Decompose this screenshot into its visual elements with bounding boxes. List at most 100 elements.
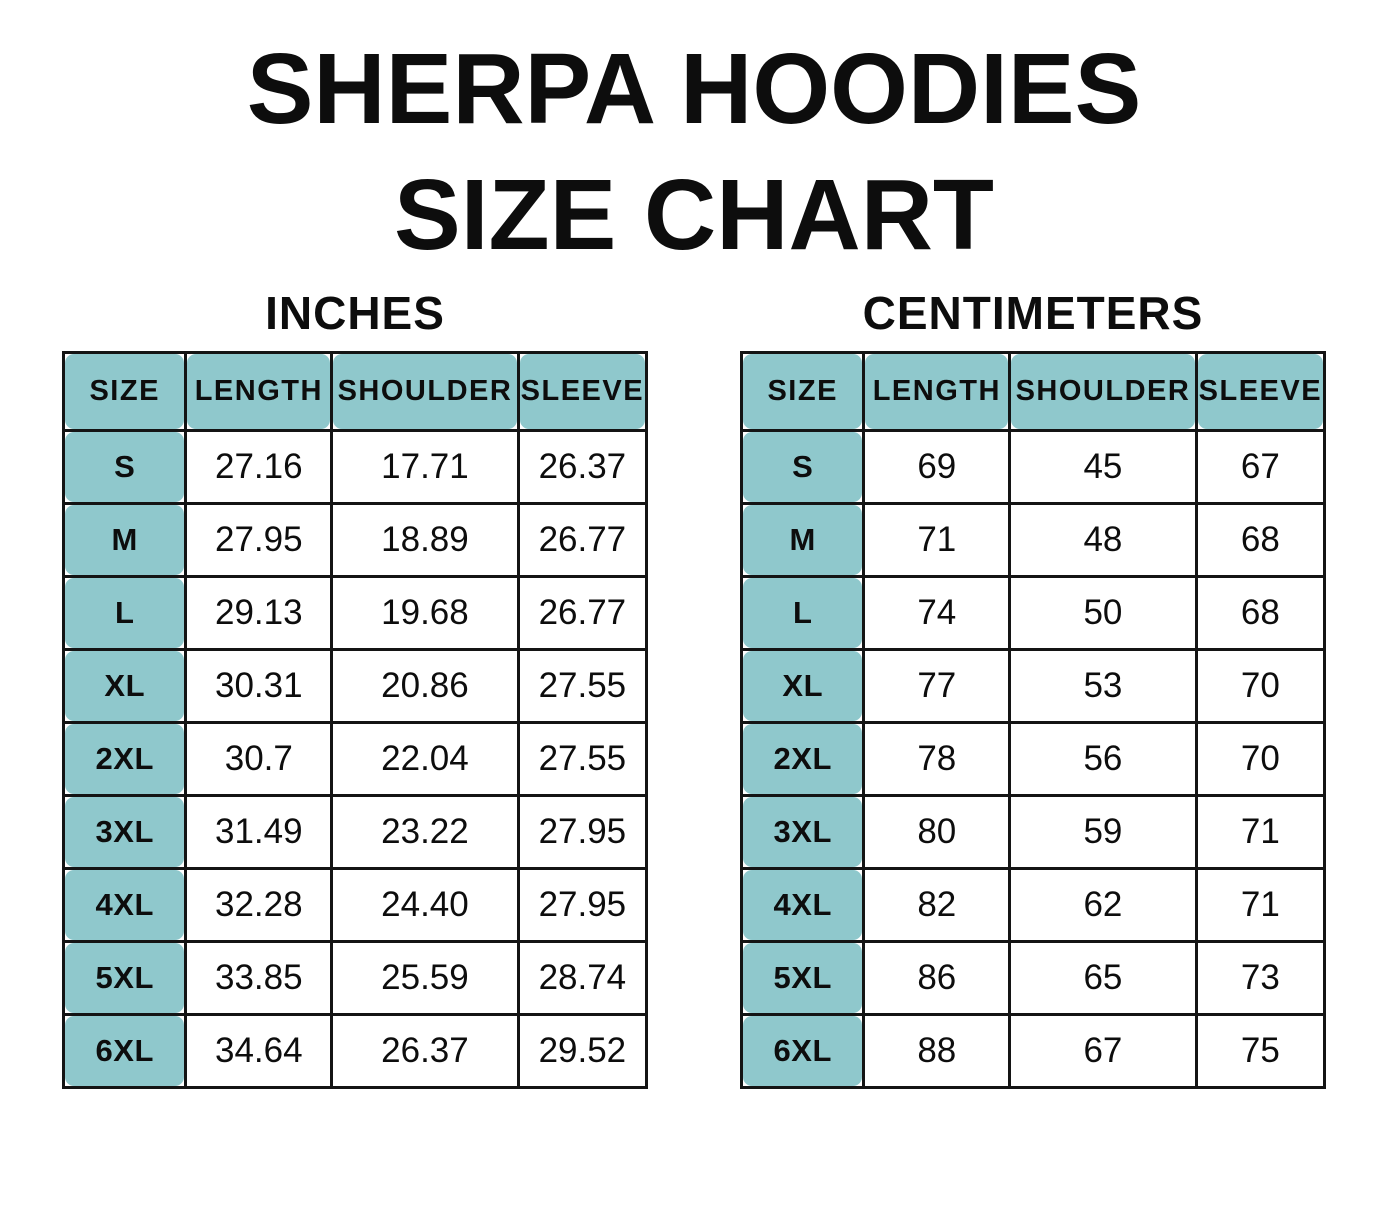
inches-size-table: SIZE LENGTH SHOULDER SLEEVE S 27.16 17.71 26.3… [61,350,649,1089]
measurement-cell: 26.37 [330,1012,520,1089]
measurement-cell: 67 [1008,1012,1198,1089]
page-title-line1: SHERPA HOODIES [246,33,1142,145]
measurement-cell: 69 [862,428,1012,505]
measurement-cell: 53 [1008,647,1198,724]
header-row: SIZE LENGTH SHOULDER SLEEVE [61,350,649,432]
column-header: SIZE [61,350,188,432]
measurement-cell: 27.16 [184,428,334,505]
measurement-cell: 71 [862,501,1012,578]
size-cell: 2XL [739,720,866,797]
measurement-cell: 82 [862,866,1012,943]
size-cell: 4XL [61,866,188,943]
measurement-cell: 26.77 [516,501,649,578]
measurement-cell: 74 [862,574,1012,651]
table-row: L 29.13 19.68 26.77 [61,574,649,651]
column-header: SLEEVE [516,350,649,432]
table-row: S 27.16 17.71 26.37 [61,428,649,505]
table-row: 3XL 31.49 23.22 27.95 [61,793,649,870]
measurement-cell: 28.74 [516,939,649,1016]
measurement-cell: 77 [862,647,1012,724]
centimeters-section: CENTIMETERS SIZE LENGTH SHOULDER SLEEVE S 69… [739,282,1327,1089]
column-header: SHOULDER [330,350,520,432]
measurement-cell: 48 [1008,501,1198,578]
measurement-cell: 71 [1194,793,1327,870]
size-cell: 3XL [739,793,866,870]
table-row: M 27.95 18.89 26.77 [61,501,649,578]
measurement-cell: 20.86 [330,647,520,724]
table-row: S 69 45 67 [739,428,1327,505]
measurement-cell: 29.13 [184,574,334,651]
size-cell: S [61,428,188,505]
measurement-cell: 27.95 [184,501,334,578]
table-row: L 74 50 68 [739,574,1327,651]
size-cell: XL [739,647,866,724]
measurement-cell: 17.71 [330,428,520,505]
measurement-cell: 50 [1008,574,1198,651]
measurement-cell: 59 [1008,793,1198,870]
measurement-cell: 26.37 [516,428,649,505]
measurement-cell: 86 [862,939,1012,1016]
size-cell: 4XL [739,866,866,943]
column-header: LENGTH [184,350,334,432]
measurement-cell: 45 [1008,428,1198,505]
inches-section: INCHES SIZE LENGTH SHOULDER SLEEVE S 27.16 17… [61,282,649,1089]
table-row: 2XL 30.7 22.04 27.55 [61,720,649,797]
size-cell: 6XL [61,1012,188,1089]
measurement-cell: 73 [1194,939,1327,1016]
measurement-cell: 25.59 [330,939,520,1016]
column-header: LENGTH [862,350,1012,432]
size-cell: 3XL [61,793,188,870]
centimeters-subtitle: CENTIMETERS [862,287,1204,339]
measurement-cell: 80 [862,793,1012,870]
measurement-cell: 19.68 [330,574,520,651]
measurement-cell: 75 [1194,1012,1327,1089]
measurement-cell: 30.31 [184,647,334,724]
size-cell: M [61,501,188,578]
size-cell: 5XL [61,939,188,1016]
table-row: XL 30.31 20.86 27.55 [61,647,649,724]
size-cell: 5XL [739,939,866,1016]
measurement-cell: 22.04 [330,720,520,797]
measurement-cell: 70 [1194,720,1327,797]
measurement-cell: 24.40 [330,866,520,943]
measurement-cell: 27.95 [516,866,649,943]
table-row: 4XL 82 62 71 [739,866,1327,943]
centimeters-size-table: SIZE LENGTH SHOULDER SLEEVE S 69 45 67 M 71 48 68 L… [739,350,1327,1089]
size-cell: L [61,574,188,651]
header-row: SIZE LENGTH SHOULDER SLEEVE [739,350,1327,432]
column-header: SIZE [739,350,866,432]
table-row: 3XL 80 59 71 [739,793,1327,870]
measurement-cell: 68 [1194,501,1327,578]
page-title-line2: SIZE CHART [394,159,994,271]
measurement-cell: 27.55 [516,720,649,797]
measurement-cell: 30.7 [184,720,334,797]
measurement-cell: 70 [1194,647,1327,724]
measurement-cell: 18.89 [330,501,520,578]
measurement-cell: 62 [1008,866,1198,943]
measurement-cell: 31.49 [184,793,334,870]
measurement-cell: 67 [1194,428,1327,505]
size-cell: 6XL [739,1012,866,1089]
size-cell: XL [61,647,188,724]
table-row: 4XL 32.28 24.40 27.95 [61,866,649,943]
tables-row: INCHES SIZE LENGTH SHOULDER SLEEVE S 27.16 17… [0,282,1388,1089]
measurement-cell: 71 [1194,866,1327,943]
measurement-cell: 78 [862,720,1012,797]
inches-subtitle: INCHES [265,287,445,339]
table-row: 5XL 86 65 73 [739,939,1327,1016]
column-header: SLEEVE [1194,350,1327,432]
measurement-cell: 29.52 [516,1012,649,1089]
page-title: SHERPA HOODIES SIZE CHART [0,26,1388,278]
measurement-cell: 34.64 [184,1012,334,1089]
measurement-cell: 26.77 [516,574,649,651]
measurement-cell: 68 [1194,574,1327,651]
size-cell: M [739,501,866,578]
measurement-cell: 33.85 [184,939,334,1016]
measurement-cell: 65 [1008,939,1198,1016]
measurement-cell: 27.55 [516,647,649,724]
table-row: 6XL 88 67 75 [739,1012,1327,1089]
measurement-cell: 56 [1008,720,1198,797]
measurement-cell: 23.22 [330,793,520,870]
measurement-cell: 88 [862,1012,1012,1089]
column-header: SHOULDER [1008,350,1198,432]
